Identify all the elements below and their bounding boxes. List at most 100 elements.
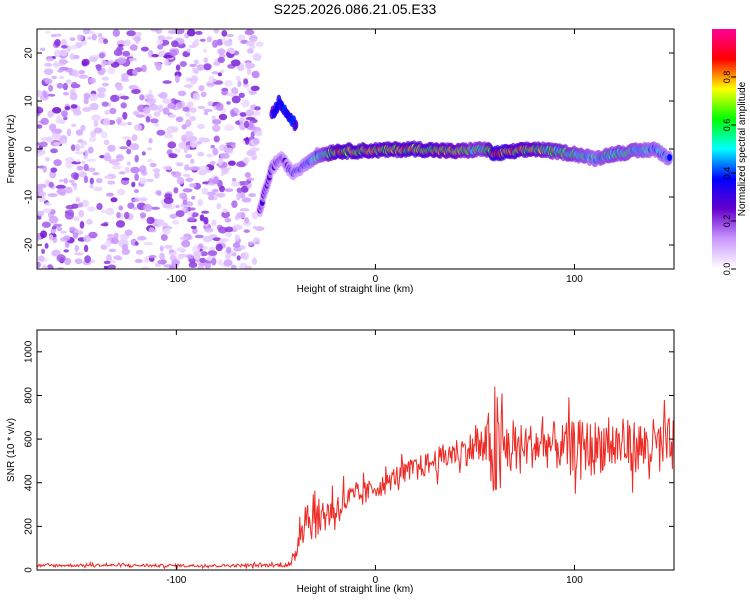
noise-blob bbox=[45, 157, 51, 162]
noise-blob bbox=[87, 158, 97, 162]
noise-blob bbox=[52, 236, 58, 244]
noise-blob bbox=[85, 219, 93, 224]
colorbar-ticks: 0.0 0.2 0.4 0.6 0.8 bbox=[722, 71, 736, 276]
noise-blob bbox=[204, 262, 212, 269]
snr-frame bbox=[36, 329, 675, 571]
noise-blob bbox=[196, 141, 202, 145]
noise-blob bbox=[249, 193, 257, 198]
colorbar-tick-label: 0.8 bbox=[722, 71, 732, 84]
noise-blob bbox=[65, 161, 74, 169]
noise-blob bbox=[98, 52, 106, 59]
noise-blob bbox=[193, 251, 202, 257]
noise-blob bbox=[112, 29, 121, 37]
noise-blob bbox=[225, 252, 231, 260]
noise-blob bbox=[151, 104, 159, 111]
noise-blob bbox=[252, 226, 259, 230]
noise-blob bbox=[189, 207, 196, 211]
noise-blob bbox=[219, 185, 225, 193]
noise-blob bbox=[252, 53, 262, 62]
noise-blob bbox=[124, 166, 130, 174]
noise-blob bbox=[128, 84, 138, 90]
noise-blob bbox=[199, 165, 210, 171]
noise-blob bbox=[112, 165, 122, 170]
noise-blob bbox=[132, 69, 138, 75]
noise-blob bbox=[211, 71, 219, 75]
noise-blob bbox=[57, 69, 64, 73]
noise-blob bbox=[241, 180, 249, 186]
noise-blob bbox=[73, 216, 80, 222]
noise-blob bbox=[232, 224, 243, 231]
noise-blob bbox=[132, 198, 140, 202]
noise-blob bbox=[222, 208, 228, 213]
noise-blob bbox=[231, 264, 237, 269]
noise-blob bbox=[171, 171, 176, 176]
noise-blob bbox=[97, 87, 107, 93]
noise-blob bbox=[246, 67, 252, 75]
noise-blob bbox=[198, 169, 207, 176]
noise-blob bbox=[203, 216, 209, 225]
noise-blob bbox=[100, 223, 109, 227]
noise-blob bbox=[75, 129, 84, 136]
noise-blob bbox=[181, 124, 188, 130]
noise-blob bbox=[206, 191, 216, 197]
noise-blob bbox=[244, 217, 250, 224]
noise-blob bbox=[230, 109, 235, 118]
noise-blob bbox=[96, 203, 103, 210]
noise-blob bbox=[175, 210, 185, 218]
noise-blob bbox=[83, 92, 91, 99]
noise-blob bbox=[37, 142, 40, 146]
noise-blob bbox=[118, 171, 126, 175]
noise-blob bbox=[105, 175, 112, 179]
noise-blob bbox=[115, 220, 126, 228]
noise-blob bbox=[56, 254, 66, 263]
noise-blob bbox=[199, 38, 206, 42]
noise-blob bbox=[78, 70, 86, 75]
snr-x-label: Height of straight line (km) bbox=[297, 584, 414, 595]
noise-blob bbox=[179, 236, 189, 240]
noise-blob bbox=[70, 45, 78, 50]
noise-blob bbox=[176, 247, 185, 252]
noise-blob bbox=[228, 160, 236, 166]
noise-blob bbox=[208, 75, 215, 84]
noise-blob bbox=[43, 68, 54, 75]
noise-blob bbox=[51, 132, 61, 140]
noise-blob bbox=[50, 148, 58, 154]
noise-blob bbox=[103, 260, 111, 265]
noise-blob bbox=[167, 141, 177, 149]
noise-blob bbox=[88, 136, 97, 143]
noise-blob bbox=[88, 31, 95, 35]
noise-blob bbox=[255, 41, 264, 47]
noise-blob bbox=[135, 249, 144, 255]
noise-blob bbox=[189, 107, 197, 114]
noise-blob bbox=[37, 210, 45, 217]
noise-blob bbox=[113, 255, 122, 260]
noise-blob bbox=[193, 59, 199, 65]
noise-blob bbox=[215, 243, 223, 252]
noise-blob bbox=[54, 33, 62, 37]
figure-title: S225.2026.086.21.05.E33 bbox=[274, 1, 437, 17]
colorbar-tick-label: 0.0 bbox=[722, 263, 732, 276]
noise-blob bbox=[232, 242, 241, 249]
noise-blob bbox=[253, 137, 260, 145]
noise-blob bbox=[124, 211, 130, 220]
noise-blob bbox=[40, 137, 51, 141]
y-tick-label: 400 bbox=[24, 474, 35, 491]
noise-blob bbox=[178, 142, 188, 150]
noise-blob bbox=[200, 91, 207, 98]
noise-blob bbox=[66, 128, 72, 137]
noise-blob bbox=[48, 234, 54, 241]
noise-blob bbox=[185, 77, 190, 82]
noise-blob bbox=[212, 147, 219, 156]
noise-blob bbox=[40, 117, 49, 125]
noise-blob bbox=[45, 57, 55, 62]
noise-blob bbox=[93, 120, 99, 128]
noise-blob bbox=[70, 144, 76, 152]
noise-blob bbox=[168, 114, 177, 119]
noise-blob bbox=[190, 225, 197, 230]
noise-blob bbox=[207, 101, 213, 107]
noise-blob bbox=[203, 57, 209, 63]
noise-blob bbox=[54, 39, 61, 47]
noise-blob bbox=[243, 78, 249, 85]
noise-blob bbox=[91, 114, 101, 122]
noise-blob bbox=[187, 216, 196, 222]
